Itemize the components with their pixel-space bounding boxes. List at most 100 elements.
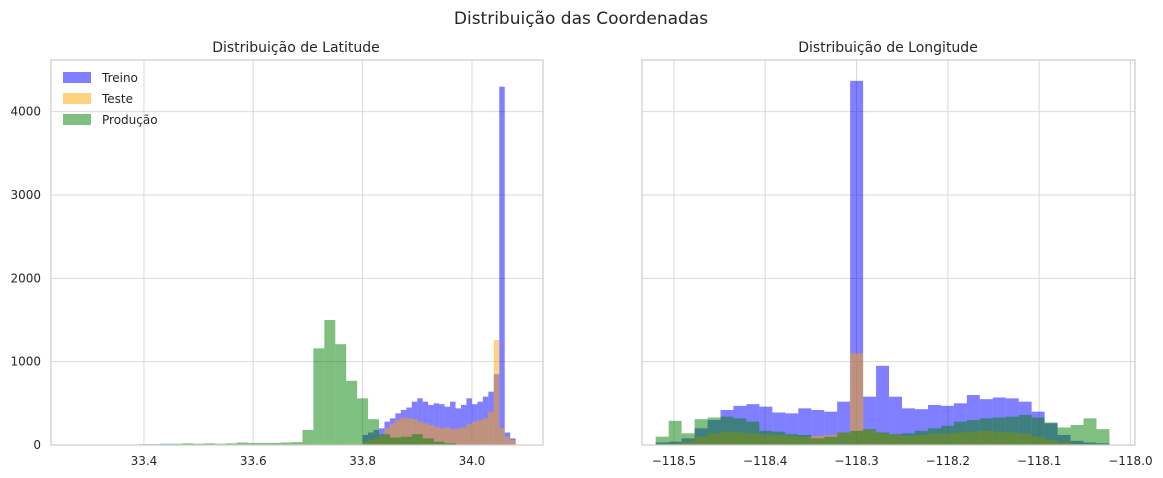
bar-teste bbox=[417, 421, 423, 445]
bar-producao bbox=[655, 436, 669, 445]
bar-teste bbox=[428, 425, 434, 445]
bar-producao bbox=[733, 418, 747, 445]
bar-producao bbox=[193, 443, 205, 445]
bar-treino bbox=[450, 401, 456, 445]
bar-producao bbox=[422, 438, 434, 445]
bar-producao bbox=[1044, 422, 1058, 445]
x-tick-label: 33.8 bbox=[349, 454, 376, 468]
bar-producao bbox=[850, 430, 864, 445]
bar-teste bbox=[395, 420, 401, 445]
bar-producao bbox=[940, 425, 954, 445]
x-tick-label: 33.6 bbox=[240, 454, 267, 468]
legend-swatch-teste bbox=[63, 93, 91, 104]
bar-producao bbox=[694, 419, 708, 445]
legend-label-treino: Treino bbox=[101, 71, 138, 85]
bar-producao bbox=[1005, 416, 1019, 445]
legend-swatch-producao bbox=[63, 114, 91, 125]
bar-producao bbox=[992, 417, 1006, 445]
x-tick-label: −118.2 bbox=[926, 454, 970, 468]
bar-treino bbox=[889, 396, 903, 445]
bar-producao bbox=[357, 398, 369, 445]
bar-producao bbox=[247, 442, 259, 445]
latitude-bars bbox=[61, 86, 516, 446]
bar-producao bbox=[927, 428, 941, 445]
longitude-bars bbox=[655, 80, 1110, 445]
bar-producao bbox=[785, 434, 799, 445]
bar-teste bbox=[444, 427, 451, 445]
axes-border bbox=[50, 59, 544, 446]
bar-producao bbox=[302, 430, 314, 445]
bar-producao bbox=[1083, 418, 1097, 445]
bar-producao bbox=[171, 443, 183, 445]
bar-producao bbox=[668, 420, 682, 445]
bar-producao bbox=[346, 380, 358, 445]
bar-teste bbox=[493, 340, 500, 445]
bar-teste bbox=[450, 429, 456, 445]
bar-teste bbox=[400, 417, 407, 445]
bar-producao bbox=[236, 442, 248, 445]
latitude-x-ticks: 33.4 33.6 33.8 34.0 bbox=[131, 454, 486, 468]
bar-producao bbox=[269, 442, 281, 445]
bar-producao bbox=[772, 431, 786, 445]
bar-teste bbox=[433, 426, 440, 445]
longitude-chart-title: Distribuição de Longitude bbox=[798, 40, 978, 56]
bar-producao bbox=[258, 442, 270, 445]
bar-producao bbox=[368, 419, 379, 445]
bar-producao bbox=[889, 434, 903, 445]
bar-teste bbox=[482, 418, 489, 445]
x-tick-label: −118.3 bbox=[834, 454, 878, 468]
y-tick-label: 0 bbox=[33, 438, 41, 452]
legend-label-producao: Produção bbox=[102, 113, 158, 127]
legend-swatch-treino bbox=[63, 72, 91, 83]
bar-producao bbox=[746, 421, 760, 445]
latitude-y-ticks: 0 1000 2000 3000 4000 bbox=[10, 105, 41, 452]
bar-producao bbox=[411, 434, 423, 445]
longitude-axes-frame bbox=[641, 59, 1136, 446]
bar-teste bbox=[422, 423, 429, 445]
bar-producao bbox=[811, 438, 825, 445]
bar-teste bbox=[850, 353, 864, 445]
bar-teste bbox=[488, 411, 494, 445]
x-tick-label: −118.1 bbox=[1017, 454, 1061, 468]
y-tick-label: 1000 bbox=[10, 355, 41, 369]
bar-producao bbox=[798, 435, 812, 445]
bar-teste bbox=[510, 440, 516, 445]
bar-producao bbox=[707, 417, 721, 445]
bar-producao bbox=[160, 443, 172, 445]
bar-producao bbox=[324, 320, 336, 445]
bar-producao bbox=[824, 436, 838, 445]
bar-teste bbox=[499, 428, 505, 445]
latitude-histogram: Distribuição de Latitude 33.4 33.6 33.8 34.… bbox=[10, 40, 544, 468]
bar-treino bbox=[876, 365, 890, 445]
bar-producao bbox=[313, 348, 325, 445]
bar-producao bbox=[379, 434, 390, 445]
longitude-x-ticks: −118.5 −118.4 −118.3 −118.2 −118.1 −118.0 bbox=[652, 454, 1153, 468]
bar-teste bbox=[461, 427, 467, 445]
bar-teste bbox=[406, 418, 412, 445]
legend-label-teste: Teste bbox=[101, 92, 133, 106]
bar-teste bbox=[411, 419, 418, 445]
latitude-axes-frame bbox=[50, 59, 544, 446]
x-tick-label: −118.5 bbox=[652, 454, 696, 468]
bar-producao bbox=[225, 443, 237, 445]
y-tick-label: 2000 bbox=[10, 271, 41, 285]
bar-teste bbox=[389, 423, 396, 445]
bar-treino bbox=[444, 406, 451, 445]
bar-teste bbox=[455, 428, 461, 445]
x-tick-label: −118.4 bbox=[743, 454, 787, 468]
bar-producao bbox=[902, 433, 915, 445]
bar-producao bbox=[1031, 417, 1045, 445]
axes-border bbox=[641, 59, 1136, 446]
bar-treino bbox=[439, 404, 445, 445]
bar-treino bbox=[422, 401, 429, 445]
bar-producao bbox=[215, 443, 226, 445]
bar-producao bbox=[837, 432, 851, 445]
figure-title: Distribuição das Coordenadas bbox=[454, 9, 708, 29]
bar-producao bbox=[291, 442, 303, 445]
y-tick-label: 4000 bbox=[10, 105, 41, 119]
bar-treino bbox=[433, 403, 440, 445]
bar-producao bbox=[876, 432, 890, 445]
bar-producao bbox=[953, 421, 967, 445]
bar-producao bbox=[1070, 425, 1084, 445]
